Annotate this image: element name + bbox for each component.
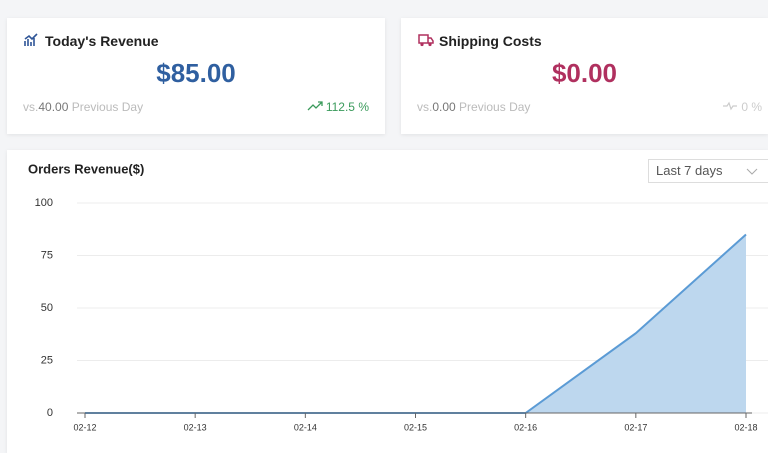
chart-card: Orders Revenue($) 0 25 50 75 100 02-12 02-13 02… [7,150,768,453]
trend-flat-icon [722,101,737,111]
y-tick-label: 25 [41,354,53,366]
range-label: Last 7 days [656,163,723,178]
revenue-card: Today's Revenue $85.00 vs.40.00 Previous… [7,18,385,134]
comparison: vs.0.00 Previous Day [417,100,530,114]
x-tick-label: 02-16 [514,422,537,432]
compare-value: 40.00 [38,100,69,114]
shipping-card: Shipping Costs $0.00 vs.0.00 Previous Da… [401,18,768,134]
x-tick-label: 02-15 [404,422,427,432]
compare-suffix: Previous Day [71,100,144,114]
chart-title: Orders Revenue($) [28,161,144,176]
x-tick-label: 02-13 [184,422,207,432]
y-tick-label: 0 [47,407,53,419]
compare-prefix: vs. [417,100,433,114]
trend-up-icon [307,101,323,111]
y-tick-label: 50 [41,302,53,314]
change-value: 112.5 % [325,100,369,114]
change-value: 0 % [741,100,762,114]
x-tick-label: 02-12 [73,422,96,432]
card-title: Today's Revenue [45,33,159,49]
change: 112.5 % [307,100,369,114]
card-value: $85.00 [156,58,236,88]
range-dropdown[interactable]: Last 7 days [648,159,768,183]
revenue-icon [24,33,38,46]
comparison: vs.40.00 Previous Day [23,100,143,114]
compare-suffix: Previous Day [459,100,531,114]
compare-prefix: vs. [23,100,39,114]
x-tick-label: 02-18 [734,422,757,432]
y-tick-label: 75 [41,249,53,261]
x-tick-label: 02-17 [624,422,647,432]
change: 0 % [722,100,762,114]
area-fill [85,234,746,413]
y-tick-label: 100 [35,197,53,209]
card-value: $0.00 [551,58,618,88]
dropdown-arrow [746,168,758,175]
x-tick-label: 02-14 [294,422,317,432]
card-title: Shipping Costs [439,33,542,49]
shipping-icon [418,34,434,47]
compare-value: 0.00 [432,100,456,114]
chart: Orders Revenue($) 0 25 50 75 100 02-12 02-13 02… [28,161,768,432]
